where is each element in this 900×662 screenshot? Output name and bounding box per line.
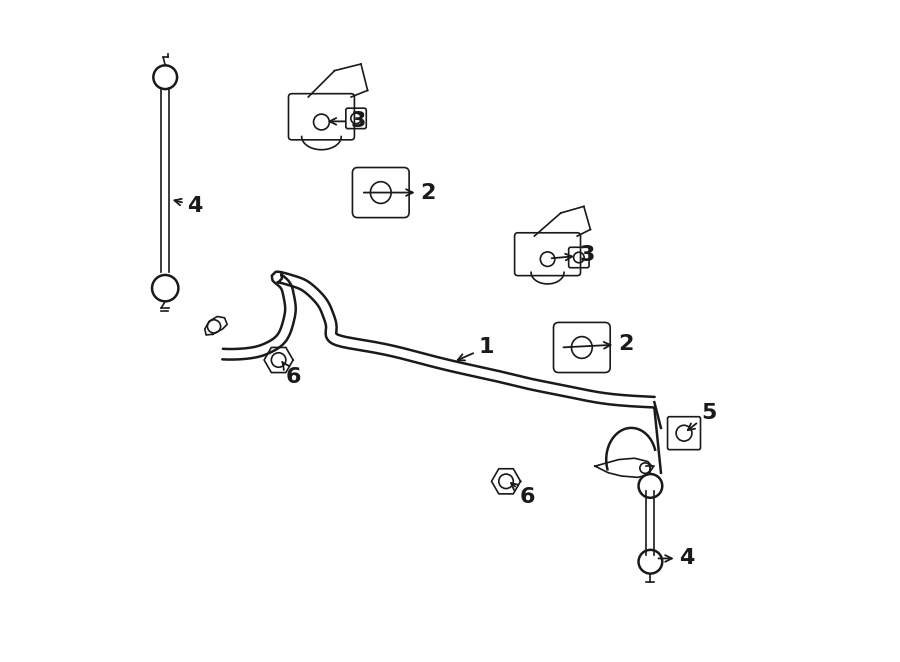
Text: 5: 5 (688, 403, 716, 430)
Text: 3: 3 (329, 111, 365, 131)
Text: 4: 4 (175, 196, 202, 216)
Text: 6: 6 (511, 483, 536, 507)
Text: 3: 3 (552, 245, 595, 265)
Text: 2: 2 (563, 334, 634, 354)
Text: 6: 6 (283, 362, 301, 387)
Text: 4: 4 (659, 548, 695, 569)
Text: 2: 2 (364, 183, 436, 203)
Text: 1: 1 (458, 338, 494, 360)
